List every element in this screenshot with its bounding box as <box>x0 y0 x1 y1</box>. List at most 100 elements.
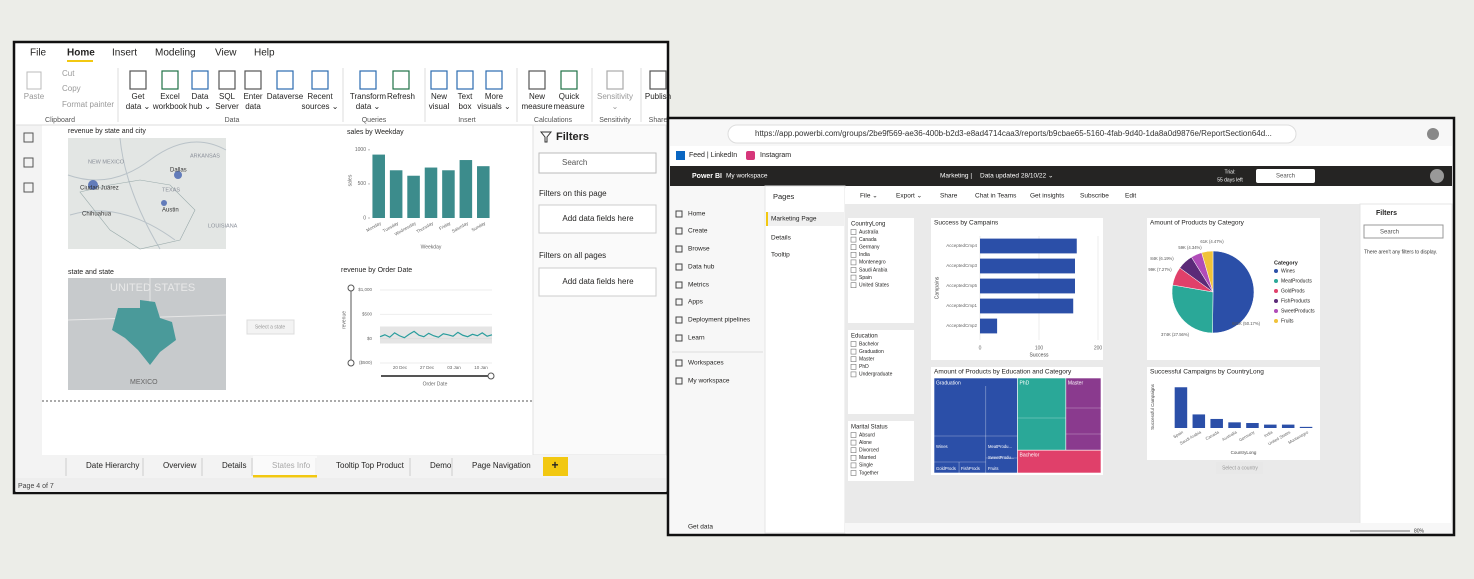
ribbon-button[interactable]: sources ⌄ <box>302 102 339 111</box>
ribbon-button[interactable]: data <box>245 102 261 111</box>
ribbon-button[interactable]: Quick <box>559 92 580 101</box>
toolbar-button[interactable]: Get insights <box>1030 193 1065 200</box>
toolbar-button[interactable]: Export ⌄ <box>896 193 922 200</box>
slicer-item[interactable]: Divorced <box>859 448 879 454</box>
bar[interactable] <box>980 318 998 334</box>
slicer-item[interactable]: Germany <box>859 245 880 251</box>
page-tab[interactable]: Tooltip Top Product <box>336 461 405 470</box>
button-label[interactable]: Select a country <box>1222 465 1258 471</box>
checkbox[interactable] <box>850 341 857 347</box>
ribbon-button[interactable]: workbook <box>152 102 188 111</box>
checkbox[interactable] <box>850 229 857 235</box>
ribbon-icon[interactable] <box>560 70 578 90</box>
bar[interactable] <box>424 167 438 218</box>
nav-item[interactable]: Deployment pipelines <box>688 317 751 324</box>
page-tab[interactable]: Demo <box>430 461 452 470</box>
ribbon-icon[interactable] <box>528 70 546 90</box>
ribbon-button[interactable]: Publish <box>645 92 671 101</box>
slicer-item[interactable]: PhD <box>859 364 869 370</box>
checkbox[interactable] <box>850 356 857 363</box>
bar[interactable] <box>407 175 420 218</box>
nav-item[interactable]: Apps <box>688 299 704 306</box>
ribbon-icon[interactable] <box>218 70 236 90</box>
toolbar-button[interactable]: Subscribe <box>1080 193 1109 200</box>
ribbon-button[interactable]: Dataverse <box>267 92 304 101</box>
checkbox[interactable] <box>850 259 857 266</box>
nav-item[interactable]: My workspace <box>688 378 730 385</box>
slider-handle[interactable] <box>347 359 355 367</box>
ribbon-button[interactable]: visual <box>429 102 450 111</box>
page-item[interactable]: Details <box>771 235 792 242</box>
bar[interactable] <box>372 154 385 218</box>
ribbon-button[interactable]: Cut <box>62 69 75 78</box>
slicer-item[interactable]: Absurd <box>859 432 875 438</box>
slicer-item[interactable]: Together <box>859 470 879 476</box>
nav-item[interactable]: Learn <box>688 335 705 342</box>
bookmark[interactable]: Feed | LinkedIn <box>689 152 737 159</box>
add-page-button[interactable] <box>543 457 568 476</box>
texas-shape[interactable] <box>112 300 176 365</box>
ribbon-icon[interactable] <box>244 70 262 90</box>
instagram-icon[interactable] <box>746 151 755 160</box>
profile-icon[interactable] <box>1427 128 1439 140</box>
nav-item[interactable]: Create <box>688 228 708 235</box>
bar[interactable] <box>459 160 473 218</box>
ribbon-icon[interactable] <box>359 70 377 90</box>
page-item[interactable]: Marketing Page <box>771 216 817 223</box>
checkbox[interactable] <box>850 371 857 378</box>
checkbox[interactable] <box>850 462 857 469</box>
ribbon-icon[interactable] <box>430 70 448 90</box>
treemap-tile[interactable] <box>1017 377 1067 451</box>
model-view-icon[interactable] <box>23 182 34 193</box>
checkbox[interactable] <box>850 252 857 258</box>
account-icon[interactable] <box>1430 169 1444 183</box>
menu-tab[interactable]: View <box>215 48 237 59</box>
page-tab[interactable]: Page Navigation <box>472 461 531 470</box>
slicer-item[interactable]: Spain <box>859 275 872 281</box>
nav-item[interactable]: Get data <box>688 524 713 531</box>
checkbox[interactable] <box>850 236 857 243</box>
ribbon-button[interactable]: Sensitivity <box>597 92 633 101</box>
bar[interactable] <box>1246 423 1259 428</box>
ribbon-icon[interactable] <box>191 70 209 90</box>
ribbon-button[interactable]: Recent <box>307 92 333 101</box>
treemap-tile[interactable] <box>933 377 1018 474</box>
checkbox[interactable] <box>850 470 857 476</box>
nav-item[interactable]: Data hub <box>688 264 715 271</box>
ribbon-icon[interactable] <box>276 70 294 90</box>
checkbox[interactable] <box>850 439 857 446</box>
ribbon-icon[interactable] <box>311 70 329 90</box>
ribbon-button[interactable]: Transform <box>350 92 386 101</box>
search-placeholder[interactable]: Search <box>1276 174 1295 180</box>
ribbon-button[interactable]: Server <box>215 102 239 111</box>
ribbon-button[interactable]: Excel <box>160 92 180 101</box>
line[interactable] <box>379 330 493 339</box>
page-item[interactable]: Tooltip <box>771 252 790 259</box>
slicer-item[interactable]: Undergraduate <box>859 372 893 378</box>
ribbon-icon[interactable] <box>456 70 474 90</box>
ribbon-button[interactable]: box <box>459 102 472 111</box>
bar[interactable] <box>1281 424 1295 428</box>
nav-item[interactable]: Browse <box>688 246 710 253</box>
bar[interactable] <box>980 238 1077 254</box>
bar[interactable] <box>1299 426 1313 428</box>
bar[interactable] <box>1264 424 1277 428</box>
search-placeholder[interactable]: Search <box>562 158 587 167</box>
slicer-item[interactable]: Australia <box>859 229 879 235</box>
nav-item[interactable]: Home <box>688 211 706 218</box>
toolbar-button[interactable]: Share <box>940 193 958 200</box>
linkedin-icon[interactable] <box>676 151 685 160</box>
slicer-item[interactable]: Saudi Arabia <box>859 267 888 273</box>
ribbon-button[interactable]: Paste <box>24 92 45 101</box>
nav-item[interactable]: Workspaces <box>688 360 724 367</box>
ribbon-icon[interactable] <box>485 70 503 90</box>
bar[interactable] <box>1192 414 1206 428</box>
ribbon-button[interactable]: Copy <box>62 84 81 93</box>
treemap-tile[interactable] <box>1017 449 1102 474</box>
ribbon-button[interactable]: Enter <box>243 92 262 101</box>
ribbon-icon[interactable] <box>161 70 179 90</box>
filters-search-box[interactable] <box>538 152 657 174</box>
bar[interactable] <box>1210 418 1223 428</box>
page-tab[interactable]: Details <box>222 461 246 470</box>
bar[interactable] <box>980 278 1075 294</box>
